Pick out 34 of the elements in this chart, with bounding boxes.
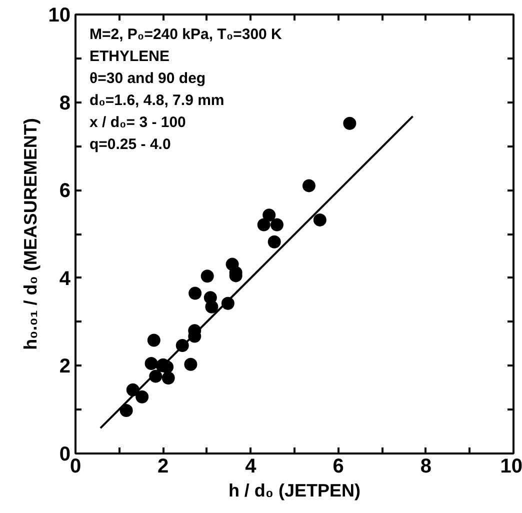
x-tick-label: 4 xyxy=(245,456,258,478)
point xyxy=(136,390,149,404)
point xyxy=(120,404,133,417)
point xyxy=(188,286,202,300)
y-tick-label: 4 xyxy=(59,268,72,290)
x-tick-label: 8 xyxy=(420,456,432,478)
annotation: ETHYLENE xyxy=(90,48,170,65)
y-tick-label: 2 xyxy=(59,356,70,378)
x-tick-label: 2 xyxy=(158,456,169,478)
point xyxy=(162,372,175,384)
x-tick-label: 6 xyxy=(332,456,344,478)
x-axis-title: h / d₀ (JETPEN) xyxy=(228,480,361,500)
y-tick-label: 6 xyxy=(59,180,70,202)
annotation: M=2, P₀=240 kPa, T₀=300 K xyxy=(90,26,282,43)
annotation: q=0.25 - 4.0 xyxy=(90,136,171,153)
point xyxy=(205,300,218,314)
point xyxy=(144,357,158,370)
point xyxy=(343,116,356,130)
annotation: d₀=1.6, 4.8, 7.9 mm xyxy=(90,92,224,109)
point xyxy=(257,218,270,232)
point xyxy=(302,179,316,192)
y-axis-title: h₀.₀₁ / d₀ (MEASUREMENT) xyxy=(20,118,40,350)
point xyxy=(262,208,276,222)
annotation: θ=30 and 90 deg xyxy=(90,70,206,87)
point xyxy=(147,334,160,347)
annotation: x / d₀= 3 - 100 xyxy=(90,114,186,131)
point xyxy=(270,218,284,232)
y-tick-label: 8 xyxy=(59,92,70,114)
point xyxy=(200,270,214,283)
x-tick-label: 10 xyxy=(500,456,522,478)
point xyxy=(268,235,281,248)
point xyxy=(313,213,326,226)
y-tick-label: 10 xyxy=(48,4,71,26)
point xyxy=(184,358,198,371)
